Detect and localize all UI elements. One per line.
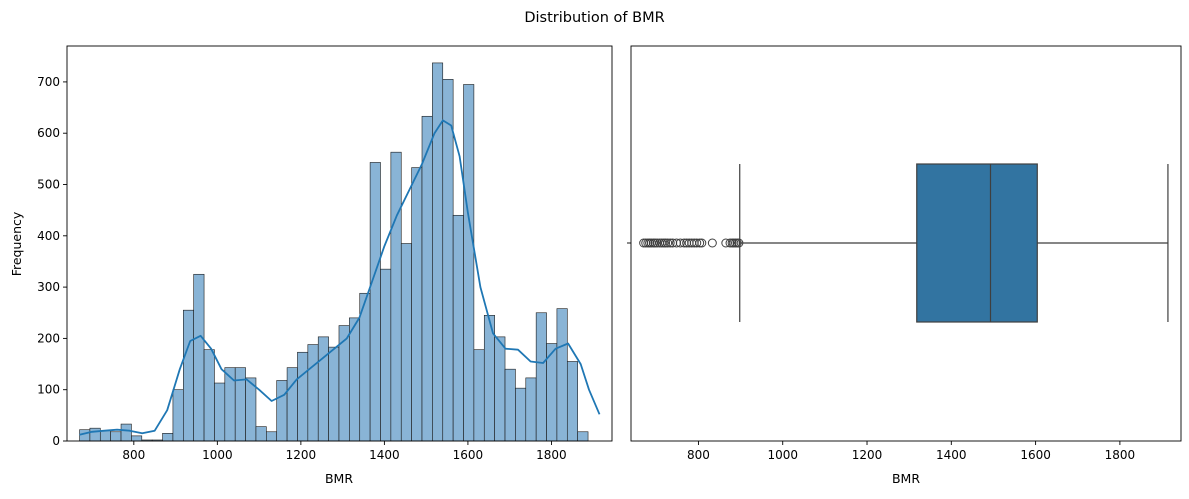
x-tick-label: 1800 [536,448,567,462]
histogram-bar [515,387,527,442]
histogram-bar [411,167,423,442]
kde-line [79,119,601,436]
x-tick-label: 1400 [936,448,967,462]
histogram-bar [297,351,309,442]
outlier-point [675,238,685,248]
histogram-bar [421,115,433,442]
histogram-bar [494,336,506,442]
x-tick-label: 1600 [1020,448,1051,462]
kde-curve-group [79,119,601,436]
y-tick-label: 600 [37,126,60,140]
histogram-bar [432,62,444,442]
histogram-bar [369,162,381,442]
outlier-point [695,238,705,248]
histogram-bar [452,214,464,442]
outlier-point [734,238,744,248]
y-tick-label: 400 [37,229,60,243]
outlier-point [692,238,702,248]
histogram-bar [224,367,236,442]
x-tick-label: 1600 [453,448,484,462]
boxplot-frame [630,45,1182,442]
histogram-bar [525,377,537,442]
y-tick-label: 0 [52,434,60,448]
outlier-point [725,238,735,248]
outlier-point [707,238,717,248]
histogram-bar [99,430,111,442]
y-tick-label: 700 [37,75,60,89]
histogram-bar [317,336,329,442]
histogram-bar [535,312,547,442]
outlier-point [650,238,660,248]
histogram-bar [245,377,257,442]
histogram-bar [463,84,475,442]
histogram-bar [214,382,226,442]
x-tick-label: 1400 [369,448,400,462]
histogram-bar [89,427,101,442]
histogram-bar [193,273,205,442]
boxplot-group [639,163,1169,323]
histogram-bar [307,344,319,442]
histogram-bar [162,433,174,442]
outlier-point [665,238,675,248]
histogram-bar [255,426,267,442]
x-tick-label: 1000 [767,448,798,462]
outlier-point [663,238,673,248]
histogram-bar [266,431,278,442]
x-tick-label: 800 [687,448,710,462]
histogram-y-axis-label: Frequency [9,211,24,276]
histogram-x-axis-label: BMR [325,471,353,486]
histogram-bar [504,368,516,442]
x-tick-label: 1200 [286,448,317,462]
histogram-bar [442,79,454,442]
histogram-bar [203,349,215,442]
y-tick-label: 300 [37,280,60,294]
histogram-axes: 800 1000 1200 1400 1600 1800 0 100 200 300 400 500 6… [37,45,613,462]
histogram-bar [473,349,485,442]
figure-suptitle: Distribution of BMR [524,10,664,26]
histogram-bar [400,243,412,442]
histogram-bar [183,309,194,442]
histogram-bar [566,361,578,442]
histogram-bar [328,346,340,442]
histogram-bar [172,389,184,442]
boxplot-panel: 800 1000 1200 1400 1600 1800 BMR [627,45,1182,486]
histogram-bar [556,308,568,442]
histogram-bar [234,367,246,442]
histogram-bar [120,423,132,442]
interquartile-box [916,163,1038,323]
y-tick-label: 500 [37,178,60,192]
outlier-point [661,238,671,248]
histogram-bar [577,431,589,442]
histogram-bar [349,317,361,442]
x-tick-label: 1000 [202,448,233,462]
histogram-bar [110,431,122,442]
histogram-bar [286,367,298,442]
histogram-frame [66,45,613,442]
histogram-bars-group [79,62,589,442]
boxplot-axes: 800 1000 1200 1400 1600 1800 [627,45,1182,462]
histogram-bar [380,268,392,442]
x-tick-label: 1800 [1105,448,1136,462]
y-tick-label: 200 [37,331,60,345]
x-tick-label: 800 [122,448,145,462]
boxplot-x-axis-label: BMR [892,471,920,486]
histogram-bar [390,151,402,442]
histogram-panel: 800 1000 1200 1400 1600 1800 0 100 200 300 400 500 6… [9,45,613,486]
y-tick-label: 100 [37,383,60,397]
histogram-bar [79,429,91,442]
histogram-bar [131,435,143,442]
x-tick-label: 1200 [852,448,883,462]
outlier-point [697,238,707,248]
histogram-bar [359,292,371,442]
histogram-bar [276,380,288,442]
